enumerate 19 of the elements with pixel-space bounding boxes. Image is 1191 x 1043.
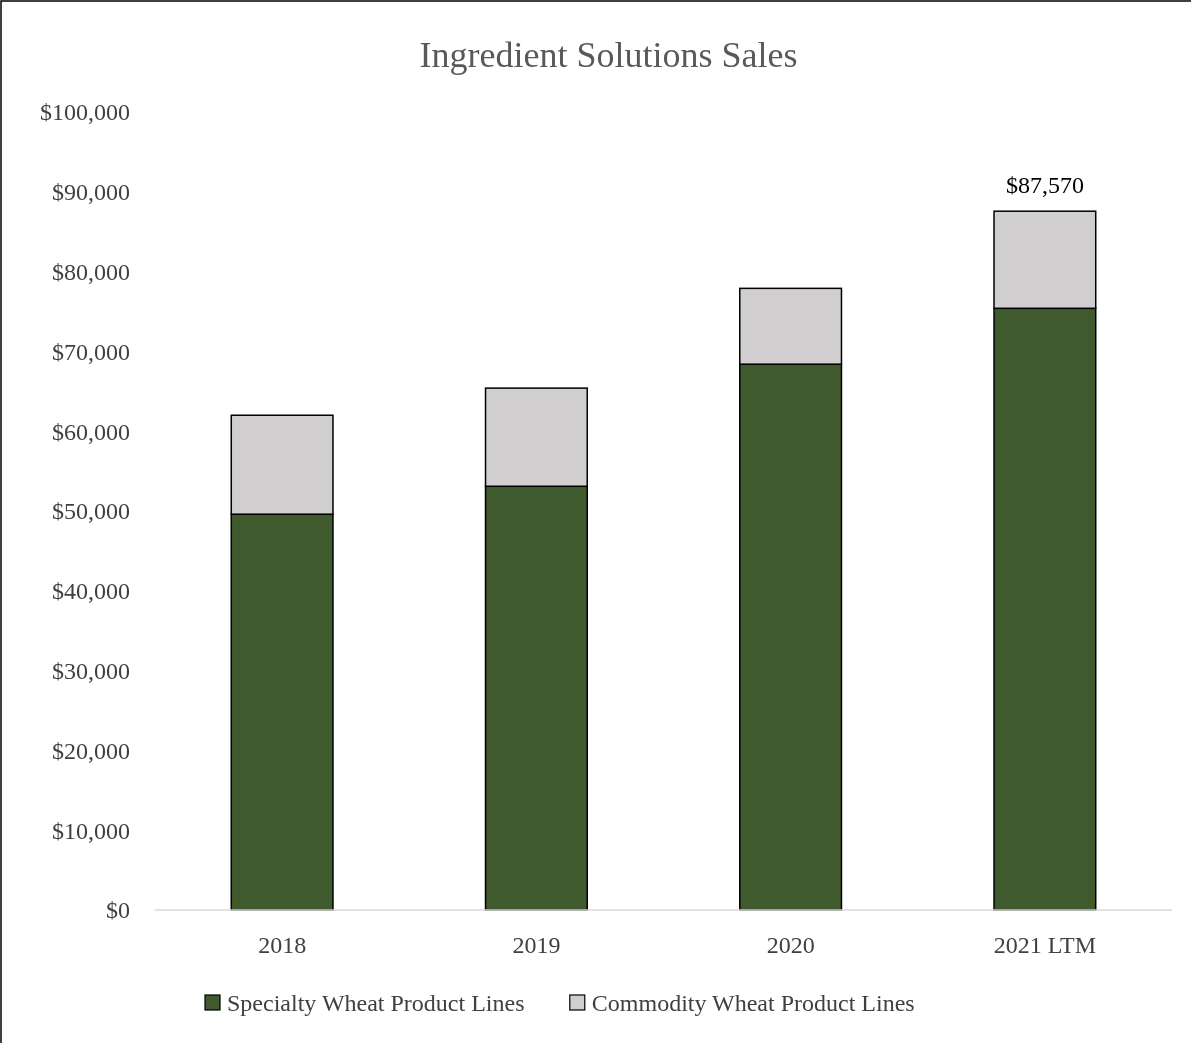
x-tick-label: 2019 [512,932,561,959]
y-tick-label: $60,000 [52,418,130,445]
y-tick-label: $40,000 [52,578,130,605]
legend-label: Specialty Wheat Product Lines [227,990,525,1017]
y-tick-label: $10,000 [52,817,130,844]
y-tick-label: $0 [106,897,130,924]
y-tick-label: $90,000 [52,179,130,206]
y-tick-label: $50,000 [52,498,130,525]
x-tick-label: 2020 [766,932,815,959]
total-label: $87,570 [1005,172,1084,199]
y-tick-label: $30,000 [52,658,130,684]
y-tick-label: $80,000 [52,259,130,285]
legend-label: Commodity Wheat Product Lines [591,990,915,1017]
chart-title: Ingredient Solutions Sales [419,35,798,75]
x-tick-label: 2018 [258,932,307,959]
y-tick-label: $70,000 [52,338,130,365]
y-tick-label: $100,000 [40,99,130,126]
x-tick-label: 2021 LTM [993,932,1097,959]
y-tick-label: $20,000 [52,737,130,764]
